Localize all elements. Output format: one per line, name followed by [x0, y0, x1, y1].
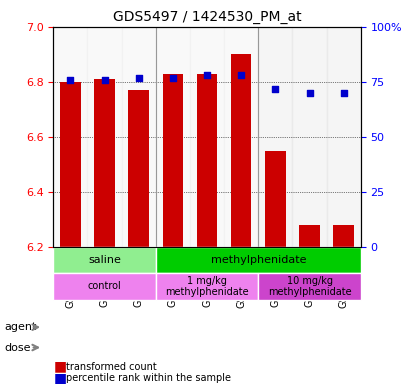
Bar — [189, 27, 224, 247]
Bar — [292, 27, 326, 247]
Text: agent: agent — [4, 322, 36, 332]
Point — [67, 77, 74, 83]
Text: saline: saline — [88, 255, 121, 265]
Bar — [53, 27, 87, 247]
FancyBboxPatch shape — [258, 273, 360, 300]
Bar — [333, 225, 353, 247]
Text: 10 mg/kg
methylphenidate: 10 mg/kg methylphenidate — [267, 276, 351, 297]
Point — [135, 74, 142, 81]
Point — [339, 90, 346, 96]
Point — [203, 72, 210, 78]
Bar — [121, 27, 155, 247]
Bar — [128, 90, 148, 247]
Bar — [230, 55, 251, 247]
Text: ■: ■ — [53, 371, 66, 384]
Bar — [60, 82, 81, 247]
FancyBboxPatch shape — [53, 247, 155, 273]
Text: 1 mg/kg
methylphenidate: 1 mg/kg methylphenidate — [165, 276, 248, 297]
Bar — [299, 225, 319, 247]
Point — [101, 77, 108, 83]
FancyBboxPatch shape — [155, 247, 360, 273]
FancyBboxPatch shape — [53, 273, 155, 300]
Bar — [162, 74, 183, 247]
Bar — [196, 74, 217, 247]
Point — [306, 90, 312, 96]
Bar — [87, 27, 121, 247]
Point — [237, 72, 244, 78]
Text: transformed count: transformed count — [65, 362, 156, 372]
Text: dose: dose — [4, 343, 31, 353]
Text: methylphenidate: methylphenidate — [210, 255, 305, 265]
Bar — [224, 27, 258, 247]
Bar — [326, 27, 360, 247]
Point — [169, 74, 176, 81]
Text: control: control — [88, 281, 121, 291]
Bar — [258, 27, 292, 247]
Bar — [94, 79, 115, 247]
Title: GDS5497 / 1424530_PM_at: GDS5497 / 1424530_PM_at — [112, 10, 301, 25]
Bar — [265, 151, 285, 247]
Point — [272, 86, 278, 92]
FancyBboxPatch shape — [155, 273, 258, 300]
Bar — [155, 27, 189, 247]
Text: ■: ■ — [53, 360, 66, 374]
Text: percentile rank within the sample: percentile rank within the sample — [65, 373, 230, 383]
